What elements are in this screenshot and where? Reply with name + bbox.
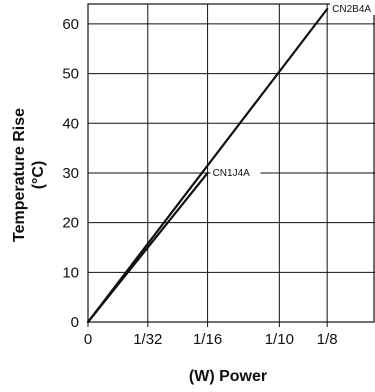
x-tick-label-2: 1/16	[193, 331, 222, 348]
y-tick-label-1: 10	[62, 264, 79, 281]
series-line-cn2b4a	[86, 7, 329, 324]
series-label-cn2b4a: CN2B4A	[332, 4, 371, 15]
y-tick-label-6: 60	[62, 16, 79, 33]
x-tick-label-1: 1/32	[133, 331, 162, 348]
series-label-cn1j4a: CN1J4A	[213, 168, 251, 179]
series-label-bg-0	[210, 165, 261, 179]
y-axis-title-line2: (°C)	[30, 161, 47, 190]
series-label-bg-1	[330, 1, 375, 15]
plot-frame	[87, 3, 375, 323]
y-tick-label-4: 40	[62, 115, 79, 132]
grid-lines	[88, 4, 375, 322]
y-tick-label-5: 50	[62, 66, 79, 83]
x-tick-label-4: 1/8	[317, 331, 338, 348]
y-tick-label-0: 0	[71, 314, 79, 331]
x-tick-labels: 0 1/32 1/16 1/10 1/8	[84, 322, 338, 348]
x-tick-label-3: 1/10	[265, 331, 294, 348]
y-tick-label-2: 20	[62, 215, 79, 232]
y-axis-title-line1: Temperature Rise	[11, 108, 28, 242]
series-lines: CN1J4A CN2B4A	[86, 1, 375, 324]
y-tick-label-3: 30	[62, 165, 79, 182]
x-axis-title: (W) Power	[189, 368, 267, 385]
x-tick-label-0: 0	[84, 331, 92, 348]
y-tick-labels: 0 10 20 30 40 50 60	[62, 16, 79, 331]
